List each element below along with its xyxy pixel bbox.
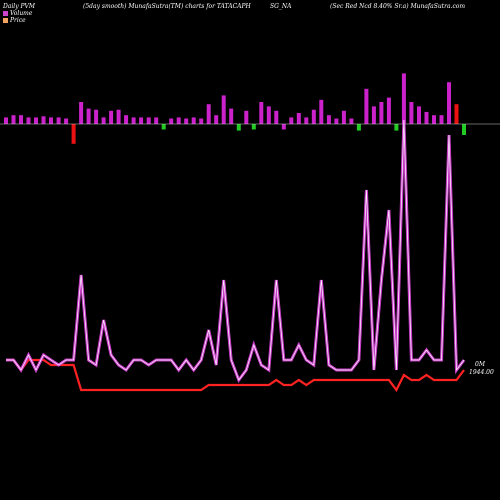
volume-line: [6, 119, 465, 381]
volume-bar: [281, 124, 286, 130]
volume-bars: [4, 73, 466, 144]
chart-type-label: Daily PVM: [3, 3, 36, 10]
volume-bar: [439, 115, 444, 124]
volume-bar: [251, 124, 256, 130]
volume-bar: [184, 118, 189, 124]
chart-security-name: (Sec Red Ncd 8.40% Sr.a) MunafaSutra.com: [330, 3, 466, 10]
volume-bar: [432, 115, 436, 124]
volume-bar: [379, 102, 384, 124]
volume-bar: [371, 106, 376, 124]
volume-bar: [199, 118, 204, 124]
volume-bar: [191, 117, 196, 124]
price-line: [6, 358, 465, 393]
legend-price: Price: [3, 17, 26, 24]
volume-bar: [401, 73, 406, 124]
volume-value-label: 0M: [475, 361, 486, 368]
volume-bar: [394, 124, 399, 131]
volume-bar: [296, 113, 301, 124]
volume-bar: [49, 117, 53, 124]
volume-bar: [4, 117, 8, 124]
volume-bar: [236, 124, 241, 131]
volume-bar: [304, 117, 309, 124]
legend-volume-label: Volume: [10, 10, 33, 17]
volume-bar: [221, 95, 226, 124]
volume-bar: [94, 109, 99, 124]
volume-bar: [349, 118, 354, 124]
volume-bar: [169, 118, 174, 124]
volume-bar: [146, 117, 151, 124]
volume-bar: [447, 82, 451, 124]
volume-bar: [229, 108, 234, 124]
chart-symbol: SG_NA: [270, 3, 292, 10]
volume-bar: [161, 124, 166, 130]
volume-bar: [266, 106, 271, 124]
volume-bar: [364, 88, 369, 124]
volume-bar: [64, 118, 69, 124]
legend-price-swatch: [3, 18, 8, 23]
volume-bar: [26, 117, 31, 124]
volume-bar: [424, 111, 429, 124]
volume-bar: [417, 106, 421, 124]
volume-bar: [244, 110, 249, 124]
volume-bar: [386, 97, 391, 124]
volume-bar: [259, 102, 264, 124]
volume-bar: [101, 117, 106, 124]
volume-bar: [409, 102, 414, 124]
volume-bar: [341, 110, 346, 124]
volume-bar: [214, 115, 219, 124]
volume-bar: [289, 117, 294, 124]
volume-bar: [326, 115, 331, 124]
volume-bar: [41, 116, 46, 124]
volume-bar: [139, 117, 144, 124]
volume-bar: [154, 117, 159, 124]
volume-bar: [79, 102, 84, 124]
volume-bar: [454, 104, 459, 124]
volume-bar: [131, 117, 136, 124]
volume-bar: [176, 117, 181, 124]
volume-bar: [334, 118, 339, 124]
volume-bar: [19, 115, 23, 124]
legend-price-label: Price: [10, 17, 26, 24]
volume-bar: [34, 117, 38, 124]
volume-bar: [124, 115, 129, 124]
volume-bar: [11, 115, 16, 124]
legend-volume-swatch: [3, 11, 8, 16]
volume-bar: [311, 109, 316, 124]
volume-bar: [71, 124, 76, 144]
volume-bar: [56, 117, 61, 124]
volume-bar: [319, 99, 324, 124]
volume-bar: [462, 124, 466, 135]
volume-bar: [206, 104, 211, 124]
volume-bar: [116, 109, 121, 124]
volume-bar: [109, 110, 114, 124]
volume-bar: [356, 124, 361, 131]
volume-bar: [86, 108, 91, 124]
chart-title: (5day smooth) MunafaSutra(TM) charts for…: [83, 3, 251, 10]
volume-bar: [274, 110, 279, 124]
legend-volume: Volume: [3, 10, 32, 17]
price-value-label: 1944.00: [469, 369, 494, 376]
